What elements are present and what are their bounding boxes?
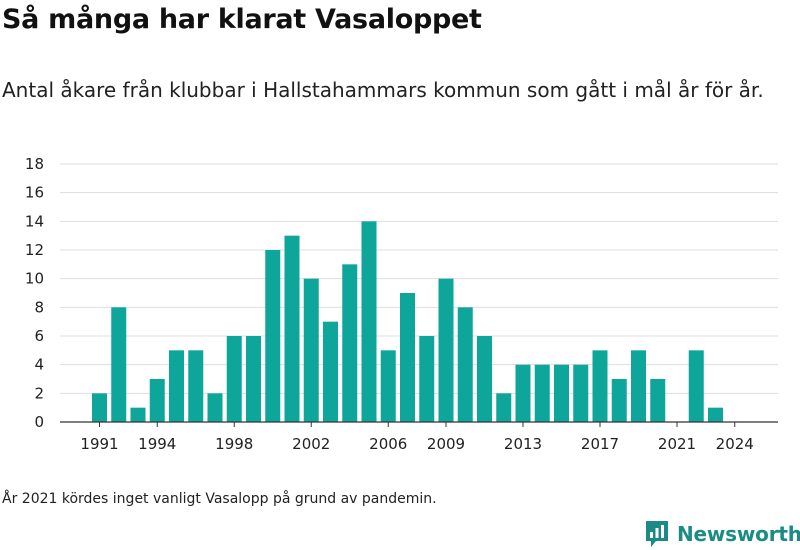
x-tick-label: 2024	[716, 435, 754, 453]
bar-2001	[284, 235, 300, 422]
brand-logo: Newsworthy	[644, 519, 800, 549]
y-tick-label: 16	[25, 184, 44, 202]
bar-1995	[169, 350, 184, 422]
x-tick-label: 2021	[658, 435, 696, 453]
bar-2013	[515, 364, 531, 422]
bar-2022	[688, 350, 704, 422]
x-tick-label: 1998	[215, 435, 253, 453]
bar-1992	[111, 307, 127, 422]
x-tick-label: 2002	[292, 435, 330, 453]
bar-2016	[573, 364, 589, 422]
x-tick-label: 2017	[581, 435, 619, 453]
bar-2011	[477, 336, 492, 422]
y-tick-label: 4	[34, 356, 44, 374]
bar-1993	[130, 407, 146, 422]
bar-2020	[650, 379, 666, 422]
y-tick-label: 18	[25, 155, 44, 173]
x-tick-label: 2013	[504, 435, 542, 453]
bar-2023	[708, 407, 723, 422]
bar-1998	[226, 336, 242, 422]
bar-2007	[400, 293, 415, 422]
bar-1996	[188, 350, 204, 422]
y-tick-label: 0	[34, 413, 44, 431]
bar-1991	[92, 393, 107, 422]
bar-2005	[361, 221, 377, 422]
bar-2008	[419, 336, 435, 422]
bar-2015	[554, 364, 569, 422]
bar-2006	[380, 350, 396, 422]
y-tick-label: 10	[25, 270, 44, 288]
chart-title: Så många har klarat Vasaloppet	[2, 4, 482, 35]
bar-1994	[149, 379, 165, 422]
bar-2012	[496, 393, 512, 422]
bar-2019	[631, 350, 646, 422]
bar-chart: 0 2 4 6 8 10 12 14 16 18 1991 1994 1998 2002 2006 2009 2…	[25, 155, 778, 453]
y-tick-label: 8	[34, 298, 44, 316]
x-tick-label: 1991	[80, 435, 118, 453]
chart-subtitle: Antal åkare från klubbar i Hallstahammar…	[2, 78, 764, 102]
bar-2018	[611, 379, 627, 422]
bar-1999	[246, 336, 261, 422]
y-tick-label: 14	[25, 212, 44, 230]
y-tick-label: 2	[34, 384, 44, 402]
x-tick-label: 1994	[138, 435, 176, 453]
newsworthy-icon	[646, 521, 668, 547]
bar-2010	[457, 307, 473, 422]
y-tick-label: 6	[34, 327, 44, 345]
x-tick-label: 2009	[427, 435, 465, 453]
bar-1997	[207, 393, 223, 422]
x-tick-label: 2006	[369, 435, 407, 453]
bar-2017	[592, 350, 608, 422]
bar-2003	[323, 321, 338, 422]
bar-2002	[303, 278, 319, 422]
bar-2014	[534, 364, 550, 422]
brand-name: Newsworthy	[677, 522, 800, 546]
bar-2009	[438, 278, 454, 422]
bar-2004	[342, 264, 358, 422]
footnote: År 2021 kördes inget vanligt Vasalopp på…	[2, 491, 437, 507]
bar-2000	[265, 250, 281, 422]
y-tick-label: 12	[25, 241, 44, 259]
